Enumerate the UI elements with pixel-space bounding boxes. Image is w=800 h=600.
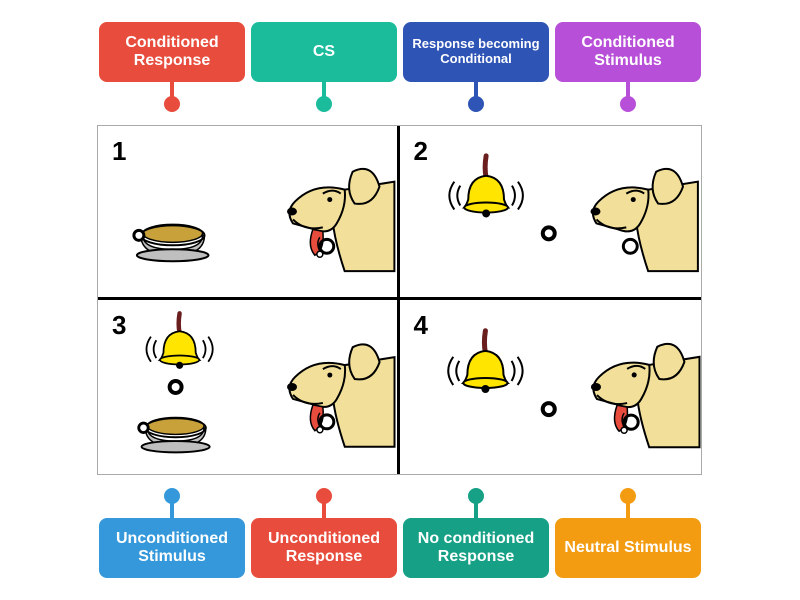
tile-neutral-stimulus[interactable]: Neutral Stimulus — [555, 518, 701, 578]
cell-3[interactable]: 3 — [98, 300, 400, 474]
tile-label: Neutral Stimulus — [564, 539, 691, 557]
pin-icon — [170, 82, 174, 100]
tile-unconditioned-stimulus[interactable]: Unconditioned Stimulus — [99, 518, 245, 578]
pin-icon — [322, 82, 326, 100]
pin-icon — [170, 500, 174, 518]
tile-label: Unconditioned Response — [257, 530, 391, 567]
cell-2[interactable]: 2 — [400, 126, 702, 300]
tile-label: No conditioned Response — [409, 530, 543, 567]
top-tiles: Conditioned Response CS Response becomin… — [0, 22, 800, 82]
tile-no-conditioned-response[interactable]: No conditioned Response — [403, 518, 549, 578]
tile-label: Unconditioned Stimulus — [105, 530, 239, 567]
tile-label: Conditioned Response — [105, 34, 239, 71]
cell-1[interactable]: 1 — [98, 126, 400, 300]
pin-icon — [626, 500, 630, 518]
tile-label: Response becoming Conditional — [409, 37, 543, 67]
tile-unconditioned-response[interactable]: Unconditioned Response — [251, 518, 397, 578]
cell-graphic — [400, 126, 702, 297]
cell-graphic — [400, 300, 702, 474]
cell-4[interactable]: 4 — [400, 300, 702, 474]
pin-icon — [626, 82, 630, 100]
tile-conditioned-response[interactable]: Conditioned Response — [99, 22, 245, 82]
tile-label: Conditioned Stimulus — [561, 34, 695, 71]
bottom-tiles: Unconditioned Stimulus Unconditioned Res… — [0, 518, 800, 578]
diagram-grid: 1 2 — [97, 125, 702, 475]
pin-icon — [474, 82, 478, 100]
tile-response-becoming-conditional[interactable]: Response becoming Conditional — [403, 22, 549, 82]
tile-cs[interactable]: CS — [251, 22, 397, 82]
cell-graphic — [98, 300, 397, 474]
tile-conditioned-stimulus[interactable]: Conditioned Stimulus — [555, 22, 701, 82]
pin-icon — [474, 500, 478, 518]
cell-graphic — [98, 126, 397, 297]
tile-label: CS — [313, 43, 335, 61]
pin-icon — [322, 500, 326, 518]
